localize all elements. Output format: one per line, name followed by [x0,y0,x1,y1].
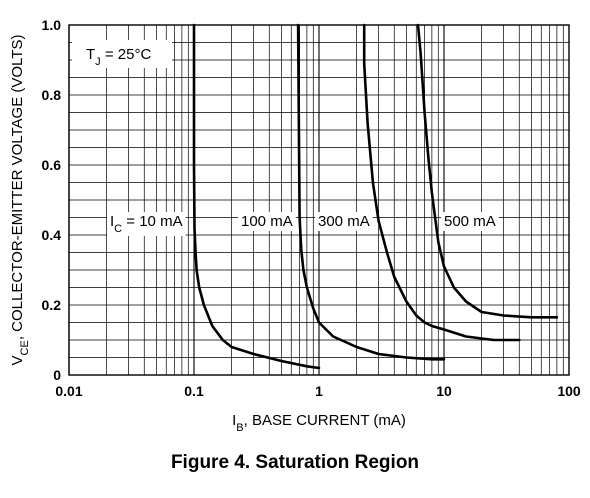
series-label-3: 300 mA [318,213,370,230]
series-label-2: 100 mA [241,213,293,230]
series-labels: IC = 10 mA 100 mA 300 mA 500 mA [107,212,499,236]
y-tick-label: 0.2 [42,297,62,313]
series-label-background [315,212,373,231]
series-label-4: 500 mA [444,213,496,230]
series-label-background [107,212,186,236]
series-line-3 [362,23,521,342]
annotation-background [72,40,172,68]
series-label-background [238,212,296,231]
tick-labels: 0.01 0.1 1 10 100 0 0.2 0.4 0.6 0.8 1.0 [42,17,581,399]
x-tick-label: 100 [557,383,581,399]
y-axis-title: VCE, COLLECTOR-EMITTER VOLTAGE (VOLTS) [9,35,31,366]
series-label-background [441,212,499,231]
series-line-2 [296,23,446,361]
series-line-4 [416,23,559,319]
series-line-1 [192,23,321,370]
temperature-annotation: TJ = 25°C [86,46,151,68]
series-label-1: IC = 10 mA [110,213,183,235]
x-axis-title: IB, BASE CURRENT (mA) [232,412,406,434]
y-tick-label: 0.8 [42,87,62,103]
x-tick-label: 1 [315,383,323,399]
y-tick-label: 1.0 [42,17,62,33]
plot-frame [68,24,570,376]
figure-caption: Figure 4. Saturation Region [170,452,420,473]
x-tick-label: 0.01 [55,383,82,399]
y-tick-label: 0 [53,367,61,383]
x-tick-label: 10 [436,383,452,399]
x-tick-label: 0.1 [184,383,204,399]
series-lines [192,23,559,370]
y-tick-label: 0.6 [42,157,62,173]
y-tick-label: 0.4 [42,227,62,243]
